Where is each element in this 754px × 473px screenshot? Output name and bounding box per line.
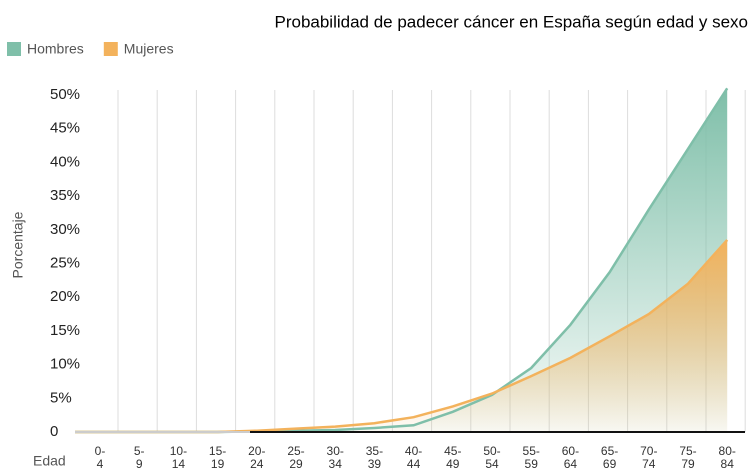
y-tick-label: 0 bbox=[50, 423, 58, 440]
y-tick-label: 20% bbox=[50, 288, 80, 305]
y-tick-label: 30% bbox=[50, 221, 80, 238]
x-tick-label: 70-74 bbox=[640, 444, 657, 471]
x-tick-label: 65-69 bbox=[601, 444, 618, 471]
x-axis-label: Edad bbox=[33, 453, 66, 469]
x-tick-label: 75-79 bbox=[679, 444, 696, 471]
x-tick-label: 15-19 bbox=[209, 444, 226, 471]
x-tick-label: 35-39 bbox=[366, 444, 383, 471]
chart-title: Probabilidad de padecer cáncer en España… bbox=[274, 12, 748, 31]
y-tick-label: 10% bbox=[50, 356, 80, 373]
y-tick-label: 35% bbox=[50, 187, 80, 204]
y-axis-label: Porcentaje bbox=[10, 211, 26, 278]
x-tick-label: 80-84 bbox=[719, 444, 736, 471]
x-tick-label: 5-9 bbox=[134, 444, 145, 471]
x-tick-label: 30-34 bbox=[327, 444, 344, 471]
legend-label: Mujeres bbox=[124, 41, 174, 57]
x-tick-label: 20-24 bbox=[248, 444, 265, 471]
x-tick-label: 55-59 bbox=[523, 444, 540, 471]
y-tick-label: 40% bbox=[50, 153, 80, 170]
legend-swatch bbox=[103, 42, 118, 56]
legend-label: Hombres bbox=[27, 41, 84, 57]
y-tick-label: 25% bbox=[50, 254, 80, 271]
area bbox=[75, 239, 728, 432]
y-tick-label: 5% bbox=[50, 389, 72, 406]
legend-swatch bbox=[7, 42, 21, 56]
y-tick-label: 45% bbox=[50, 120, 80, 137]
x-tick-label: 45-49 bbox=[444, 444, 461, 471]
y-tick-label: 50% bbox=[50, 86, 80, 103]
x-tick-label: 10-14 bbox=[170, 444, 187, 471]
x-tick-label: 40-44 bbox=[405, 444, 422, 471]
x-tick-label: 50-54 bbox=[483, 444, 500, 471]
y-tick-label: 15% bbox=[50, 322, 80, 339]
x-tick-label: 0-4 bbox=[95, 444, 106, 471]
x-tick-label: 25-29 bbox=[287, 444, 304, 471]
x-tick-label: 60-64 bbox=[562, 444, 579, 471]
area bbox=[75, 88, 728, 433]
